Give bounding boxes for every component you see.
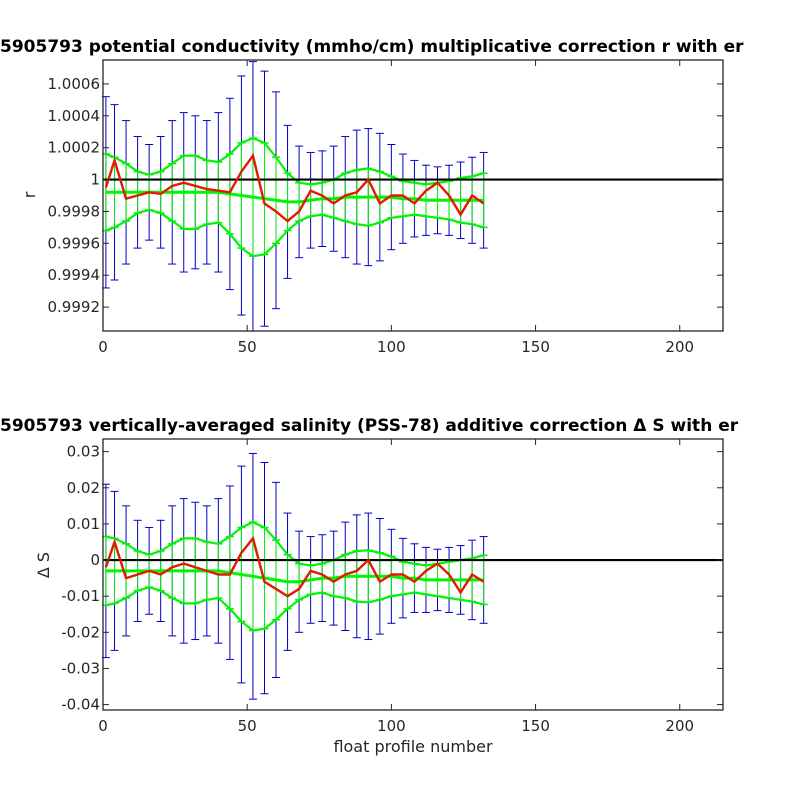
mean-correction-line [105, 190, 484, 204]
lower-error-envelope [105, 208, 484, 258]
panel-top: 5905793 potential conductivity (mmho/cm)… [0, 37, 744, 356]
y-tick-label: 0.9994 [48, 266, 101, 284]
bottom-y-axis-label: Δ S [34, 552, 53, 578]
x-tick-label: 100 [377, 717, 406, 735]
correction-line [104, 535, 485, 598]
bottom-large-error-bars [101, 452, 488, 700]
x-tick-label: 200 [665, 717, 694, 735]
bottom-plot-frame [102, 438, 724, 711]
bottom-axis-ticks: 0 50 100 150 200 -0.04 -0.03 -0.02 -0.01 0 0.01 0.0… [61, 439, 723, 735]
y-tick-label: 0.02 [67, 479, 100, 497]
x-tick-label: 100 [377, 338, 406, 356]
upper-error-envelope [105, 136, 484, 186]
y-tick-label: 1.0006 [48, 75, 101, 93]
y-tick-label: -0.02 [61, 623, 100, 641]
y-tick-label: 1.0002 [48, 139, 101, 157]
bottom-x-axis-label: float profile number [333, 737, 493, 756]
y-tick-label: 0.9996 [48, 234, 101, 252]
y-tick-label: 1.0004 [48, 107, 101, 125]
x-tick-label: 0 [98, 338, 108, 356]
y-tick-label: 1 [90, 171, 100, 189]
panel-bottom: 5905793 vertically-averaged salinity (PS… [0, 416, 739, 756]
x-tick-label: 0 [98, 717, 108, 735]
y-tick-label: -0.01 [61, 587, 100, 605]
lower-error-envelope [105, 585, 484, 632]
top-plot-frame [102, 59, 724, 332]
y-tick-label: 0 [90, 551, 100, 569]
top-large-error-bars [101, 61, 488, 332]
top-axis-ticks: 0 50 100 150 200 0.9992 0.9994 0.9996 0.9998 1 1.0… [48, 60, 723, 356]
y-tick-label: 0.03 [67, 443, 100, 461]
top-series-lines [103, 136, 723, 258]
y-tick-label: 0.9992 [48, 298, 101, 316]
x-tick-label: 150 [521, 338, 550, 356]
correction-line [104, 152, 485, 223]
y-tick-label: -0.04 [61, 696, 100, 714]
top-y-axis-label: r [20, 191, 39, 198]
x-tick-label: 150 [521, 717, 550, 735]
y-tick-label: 0.9998 [48, 202, 101, 220]
top-chart-title: 5905793 potential conductivity (mmho/cm)… [0, 37, 744, 57]
bottom-chart-title: 5905793 vertically-averaged salinity (PS… [0, 416, 739, 436]
bottom-series-lines [103, 520, 723, 632]
x-tick-label: 50 [238, 717, 257, 735]
bottom-small-error-bars [101, 521, 488, 632]
top-small-error-bars [101, 137, 488, 257]
y-tick-label: 0.01 [67, 515, 100, 533]
x-tick-label: 200 [665, 338, 694, 356]
x-tick-label: 50 [238, 338, 257, 356]
y-tick-label: -0.03 [61, 659, 100, 677]
